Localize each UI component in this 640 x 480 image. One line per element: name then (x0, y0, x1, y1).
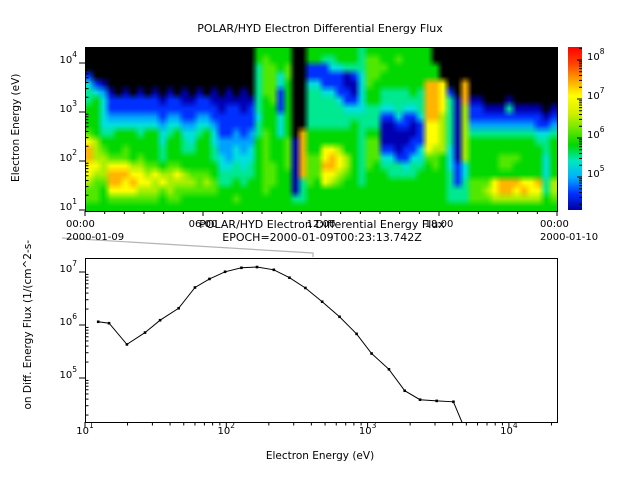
data-point-marker (255, 265, 259, 269)
data-point-marker (370, 352, 373, 355)
bottom-y-tick-label: 107 (59, 259, 77, 275)
bottom-chart-title: POLAR/HYD Electron Differential Energy F… (199, 218, 445, 231)
bottom-chart-ylabel: on Diff. Energy Flux (1/(cm^2-s- (22, 240, 35, 410)
data-point-marker (272, 268, 276, 272)
top-x-tick-label: 12:00 (306, 219, 336, 230)
data-point-marker (435, 399, 438, 403)
colorbar-tick-label: 106 (587, 125, 605, 141)
data-point-marker (125, 343, 129, 346)
top-x-tick-label: 00:00 (540, 219, 569, 230)
data-point-marker (403, 389, 407, 393)
slice-connector-line (61, 237, 314, 257)
top-y-tick-label: 103 (59, 99, 77, 115)
top-y-tick-label: 102 (59, 148, 77, 164)
top-x-tick-label: 00:00 (66, 219, 95, 230)
data-point-marker (338, 315, 341, 319)
data-point-marker (158, 318, 162, 322)
top-x-date-label: 2000-01-09 (66, 232, 125, 243)
bottom-x-tick-label: 103 (358, 421, 377, 437)
colorbar-tick-label: 108 (587, 47, 605, 63)
data-point-marker (304, 286, 307, 290)
bottom-y-tick-label: 106 (59, 312, 77, 328)
top-chart-ylabel: Electron Energy (eV) (10, 73, 23, 182)
colorbar-tick-label: 107 (587, 86, 605, 102)
data-point-marker (208, 277, 211, 281)
spectrogram-heatmap (85, 47, 557, 211)
top-x-tick-label: 06:00 (188, 219, 218, 230)
data-point-marker (288, 276, 291, 280)
top-chart-title: POLAR/HYD Electron Differential Energy F… (197, 22, 443, 35)
data-point-marker (240, 266, 243, 270)
data-point-marker (320, 300, 324, 304)
bottom-chart-subtitle: EPOCH=2000-01-09T00:23:13.742Z (222, 231, 422, 244)
data-point-marker (143, 331, 147, 334)
top-x-date-label: 2000-01-10 (540, 232, 599, 243)
bottom-x-tick-label: 102 (217, 421, 236, 437)
data-point-marker (355, 332, 358, 336)
bottom-chart-xlabel: Electron Energy (eV) (265, 450, 375, 462)
bottom-x-tick-label: 101 (76, 421, 94, 437)
flux-spectrum-line (98, 266, 463, 422)
colorbar-tick-label: 105 (587, 164, 605, 180)
data-point-marker (223, 270, 227, 274)
bottom-y-tick-label: 105 (59, 365, 77, 381)
data-point-marker (452, 400, 455, 404)
data-point-marker (387, 367, 391, 371)
top-x-tick-label: 18:00 (424, 219, 454, 230)
data-point-marker (177, 306, 180, 310)
data-point-marker (107, 321, 111, 325)
colorbar (568, 47, 582, 210)
bottom-x-tick-label: 104 (500, 421, 518, 437)
data-point-marker (96, 320, 100, 324)
top-y-tick-label: 101 (59, 197, 77, 213)
top-y-tick-label: 104 (59, 50, 77, 66)
data-point-marker (418, 398, 422, 401)
data-point-marker (193, 286, 197, 289)
